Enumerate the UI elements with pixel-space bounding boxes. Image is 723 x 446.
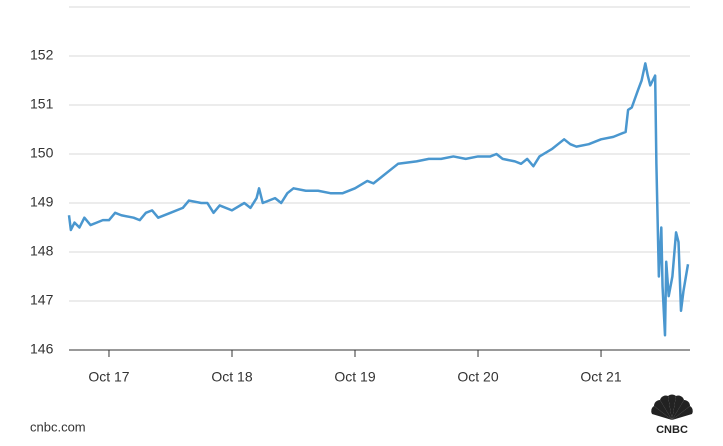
price-line (67, 62, 690, 337)
x-tick-label: Oct 18 (211, 369, 252, 385)
x-tick-label: Oct 19 (334, 369, 375, 385)
source: cnbc.com (30, 419, 86, 434)
x-tick-label: Oct 17 (88, 369, 129, 385)
y-tick-label: 150 (30, 145, 54, 161)
logo (651, 394, 693, 420)
y-tick-label: 148 (30, 243, 54, 259)
x-tick-label: Oct 20 (457, 369, 498, 385)
y-tick-label: 151 (30, 96, 54, 112)
logo-text: CNBC (656, 424, 688, 436)
y-tick-label: 146 (30, 341, 54, 357)
y-tick-label: 149 (30, 194, 54, 210)
x-tick-label: Oct 21 (580, 369, 621, 385)
y-tick-label: 147 (30, 292, 54, 308)
y-tick-label: 152 (30, 47, 54, 63)
